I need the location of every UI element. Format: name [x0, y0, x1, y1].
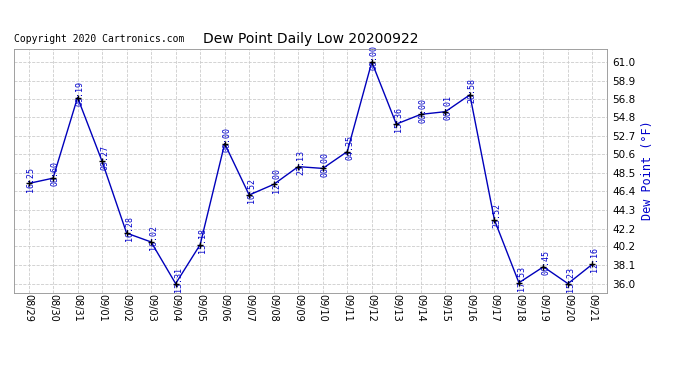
Text: 23:52: 23:52: [493, 203, 502, 228]
Text: Copyright 2020 Cartronics.com: Copyright 2020 Cartronics.com: [14, 34, 184, 44]
Text: 17:53: 17:53: [517, 266, 526, 291]
Text: 15:23: 15:23: [566, 267, 575, 292]
Text: 12:00: 12:00: [272, 168, 281, 193]
Text: 15:36: 15:36: [394, 107, 403, 132]
Text: 13:31: 13:31: [174, 267, 183, 292]
Text: 06:45: 06:45: [542, 250, 551, 275]
Text: 16:28: 16:28: [124, 216, 134, 242]
Text: 20:58: 20:58: [468, 78, 477, 103]
Text: 00:00: 00:00: [419, 98, 428, 123]
Y-axis label: Dew Point (°F): Dew Point (°F): [641, 121, 654, 220]
Text: 00:00: 00:00: [370, 45, 379, 70]
Text: 09:19: 09:19: [75, 81, 84, 106]
Text: 16:02: 16:02: [149, 225, 158, 250]
Text: 08:60: 08:60: [51, 162, 60, 186]
Text: 12:16: 12:16: [591, 248, 600, 273]
Text: 00:01: 00:01: [443, 95, 453, 120]
Text: 15:18: 15:18: [198, 228, 207, 253]
Text: 00:00: 00:00: [223, 127, 232, 152]
Text: 04:35: 04:35: [345, 135, 354, 160]
Text: 10:52: 10:52: [247, 178, 256, 203]
Title: Dew Point Daily Low 20200922: Dew Point Daily Low 20200922: [203, 32, 418, 46]
Text: 16:25: 16:25: [26, 167, 35, 192]
Text: 00:00: 00:00: [321, 152, 330, 177]
Text: 23:13: 23:13: [296, 150, 305, 175]
Text: 09:27: 09:27: [100, 145, 109, 170]
